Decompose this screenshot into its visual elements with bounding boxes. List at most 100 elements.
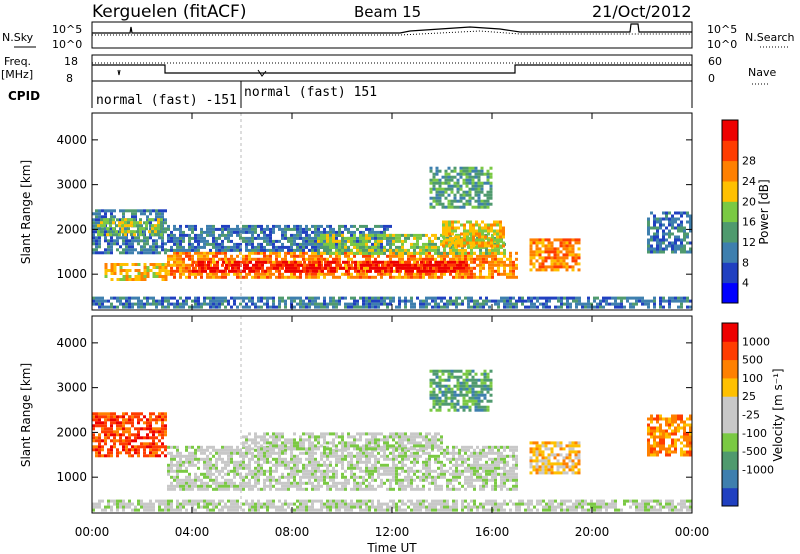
power-echo-cell xyxy=(544,238,548,242)
velocity-echo-cell xyxy=(98,445,101,449)
velocity-echo-cell xyxy=(122,448,125,452)
velocity-echo-cell xyxy=(92,433,95,437)
power-echo-cell xyxy=(365,236,368,240)
power-echo-cell xyxy=(296,302,299,306)
power-echo-cell xyxy=(279,263,282,267)
power-echo-cell xyxy=(323,227,326,231)
power-echo-cell xyxy=(173,302,176,306)
power-echo-cell xyxy=(414,266,417,270)
velocity-echo-cell xyxy=(149,427,152,431)
velocity-echo-cell xyxy=(119,442,122,446)
power-echo-cell xyxy=(565,268,569,272)
power-echo-cell xyxy=(332,272,335,276)
velocity-echo-cell xyxy=(152,418,155,422)
velocity-echo-cell xyxy=(362,475,365,479)
velocity-echo-cell xyxy=(299,460,302,464)
velocity-echo-cell xyxy=(434,475,437,479)
velocity-echo-cell xyxy=(143,421,146,425)
velocity-echo-cell xyxy=(401,487,404,491)
velocity-echo-cell xyxy=(197,487,200,491)
velocity-echo-cell xyxy=(431,481,434,485)
power-echo-cell xyxy=(440,296,443,300)
velocity-echo-cell xyxy=(335,469,338,473)
power-echo-cell xyxy=(477,187,481,191)
velocity-echo-cell xyxy=(467,484,470,488)
velocity-echo-cell xyxy=(197,484,200,488)
power-echo-cell xyxy=(284,302,287,306)
power-echo-cell xyxy=(374,245,377,249)
velocity-echo-cell xyxy=(167,445,170,449)
power-echo-cell xyxy=(641,299,644,303)
power-echo-cell xyxy=(544,265,548,269)
velocity-echo-cell xyxy=(392,466,395,470)
power-echo-cell xyxy=(347,245,350,249)
velocity-echo-cell xyxy=(308,475,311,479)
velocity-echo-cell xyxy=(224,478,227,482)
power-echo-cell xyxy=(431,248,434,252)
power-echo-cell xyxy=(221,239,224,243)
power-echo-cell xyxy=(497,263,500,267)
power-echo-cell xyxy=(487,238,490,242)
velocity-echo-cell xyxy=(152,412,155,416)
power-echo-cell xyxy=(332,242,335,246)
power-echo-cell xyxy=(509,296,512,300)
power-echo-cell xyxy=(356,227,359,231)
power-echo-cell xyxy=(125,251,128,255)
power-echo-cell xyxy=(478,238,481,242)
power-echo-cell xyxy=(124,233,127,237)
power-echo-cell xyxy=(496,235,499,239)
power-echo-cell xyxy=(478,226,481,230)
velocity-echo-cell xyxy=(470,466,473,470)
power-echo-cell xyxy=(203,251,206,255)
power-echo-cell xyxy=(506,272,509,276)
velocity-echo-cell xyxy=(197,448,200,452)
power-echo-cell xyxy=(387,260,390,264)
power-echo-cell xyxy=(463,229,466,233)
velocity-echo-cell xyxy=(170,463,173,467)
power-echo-cell xyxy=(532,262,536,266)
power-echo-cell xyxy=(447,202,451,206)
power-echo-cell xyxy=(239,248,242,252)
power-echo-cell xyxy=(571,244,575,248)
power-echo-cell xyxy=(474,166,478,170)
power-echo-cell xyxy=(480,190,484,194)
power-echo-cell xyxy=(683,299,686,303)
power-echo-cell xyxy=(374,299,377,303)
power-echo-cell xyxy=(455,296,458,300)
velocity-echo-cell xyxy=(185,478,188,482)
power-echo-cell xyxy=(499,223,502,227)
power-echo-cell xyxy=(198,266,201,270)
power-echo-cell xyxy=(188,275,191,279)
power-echo-cell xyxy=(503,296,506,300)
power-echo-cell xyxy=(209,275,212,279)
power-echo-cell xyxy=(674,211,677,215)
power-echo-cell xyxy=(689,220,692,224)
velocity-echo-cell xyxy=(101,427,104,431)
velocity-echo-cell xyxy=(275,463,278,467)
power-echo-cell xyxy=(491,299,494,303)
power-echo-cell xyxy=(441,266,444,270)
power-echo-cell xyxy=(683,247,686,251)
power-echo-cell xyxy=(587,305,590,309)
power-echo-cell xyxy=(680,250,683,254)
power-echo-cell xyxy=(317,275,320,279)
power-echo-cell xyxy=(272,245,275,249)
power-echo-cell xyxy=(115,224,118,228)
power-echo-cell xyxy=(405,266,408,270)
power-echo-cell xyxy=(485,251,488,255)
power-echo-cell xyxy=(467,245,470,249)
velocity-echo-cell xyxy=(113,433,116,437)
velocity-echo-cell xyxy=(98,442,101,446)
velocity-echo-cell xyxy=(266,451,269,455)
power-echo-cell xyxy=(266,227,269,231)
power-echo-cell xyxy=(444,169,448,173)
velocity-echo-cell xyxy=(431,454,434,458)
power-echo-cell xyxy=(668,296,671,300)
power-echo-cell xyxy=(383,248,386,252)
power-echo-cell xyxy=(432,172,436,176)
velocity-echo-cell xyxy=(380,466,383,470)
power-echo-cell xyxy=(133,218,136,222)
power-echo-cell xyxy=(431,242,434,246)
power-echo-cell xyxy=(512,266,515,270)
power-echo-cell xyxy=(656,244,659,248)
